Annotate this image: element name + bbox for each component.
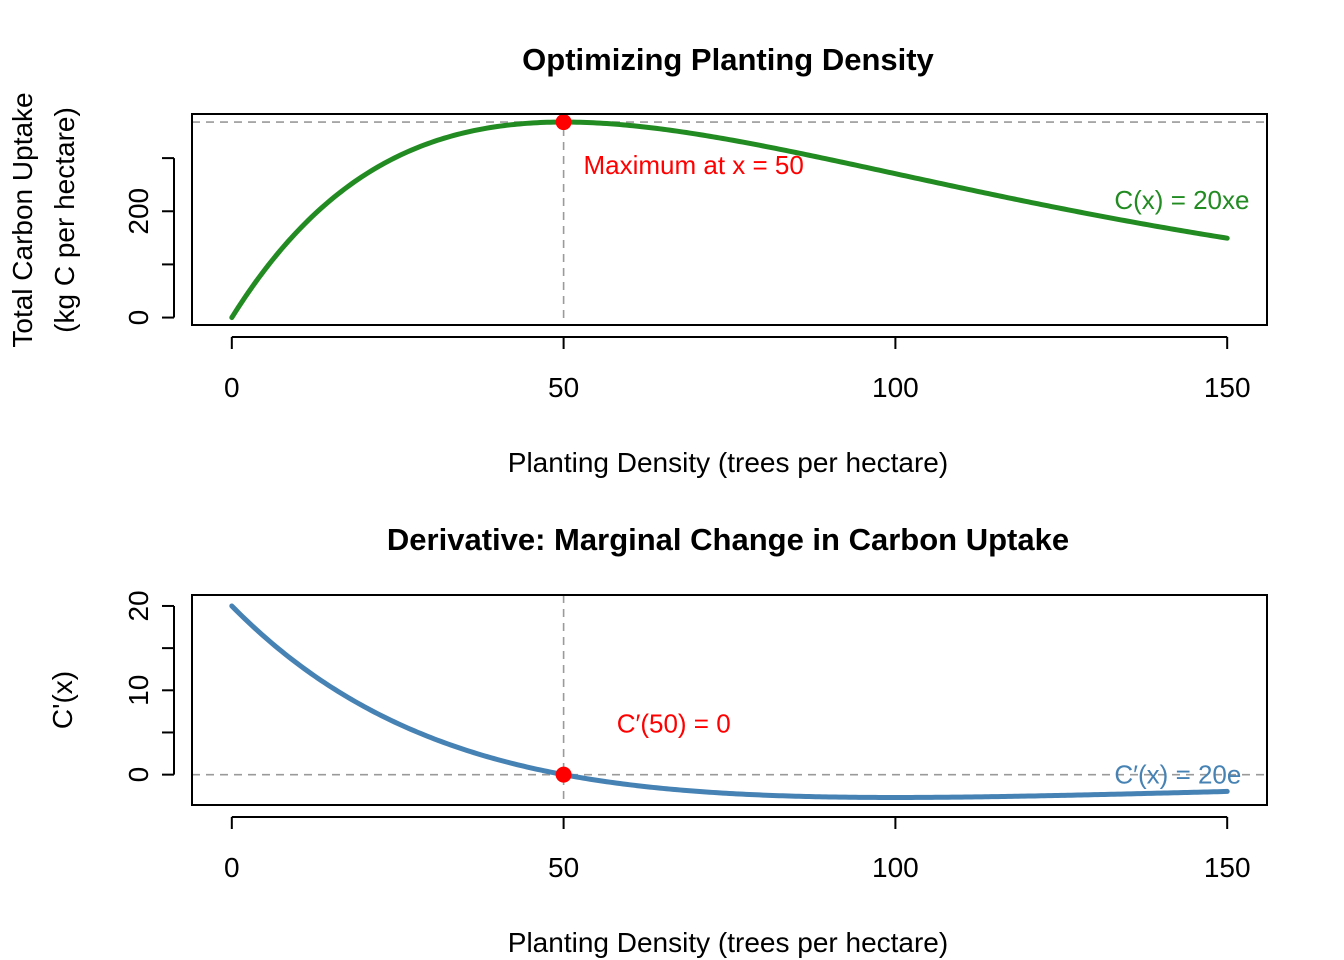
panel-top: Optimizing Planting Density Maximum at x… xyxy=(7,42,1268,478)
x-tick-label: 150 xyxy=(1204,852,1251,883)
y-axis-label-top-line1: Total Carbon Uptake xyxy=(7,92,38,347)
y-axis-label-bottom: C'(x) xyxy=(47,671,78,729)
formula-label: C(x) = 20xe xyxy=(1114,185,1249,215)
annotation-text: Maximum at x = 50 xyxy=(584,150,804,180)
highlight-point xyxy=(555,114,572,131)
y-tick-label: 0 xyxy=(123,767,154,783)
plot-area-bottom: C′(50) = 0 C′(x) = 20e 0 50 100 150 0 10 20 xyxy=(123,590,1268,883)
x-axis-label-top: Planting Density (trees per hectare) xyxy=(508,447,948,478)
annotation-text: C′(50) = 0 xyxy=(617,708,731,738)
x-tick-label: 100 xyxy=(872,852,919,883)
y-tick-label: 0 xyxy=(123,310,154,326)
x-tick-label: 50 xyxy=(548,372,579,403)
highlight-point xyxy=(555,766,572,783)
series-line xyxy=(229,603,1230,800)
y-axis-label-bottom-line1: C'(x) xyxy=(47,671,78,729)
y-tick-label: 10 xyxy=(123,675,154,706)
plot-frame xyxy=(191,113,1268,326)
x-tick-label: 100 xyxy=(872,372,919,403)
chart-title-bottom: Derivative: Marginal Change in Carbon Up… xyxy=(387,522,1069,557)
y-tick-label: 200 xyxy=(123,188,154,235)
x-tick-label: 50 xyxy=(548,852,579,883)
x-tick-label: 0 xyxy=(224,372,240,403)
x-tick-label: 0 xyxy=(224,852,240,883)
series-line xyxy=(229,119,1230,321)
formula-label: C′(x) = 20e xyxy=(1114,760,1241,790)
y-axis-label-top-line2: (kg C per hectare) xyxy=(49,107,80,333)
plot-frame xyxy=(191,594,1268,806)
y-axis-label-top: Total Carbon Uptake (kg C per hectare) xyxy=(7,92,80,347)
chart-title-top: Optimizing Planting Density xyxy=(522,42,934,77)
panel-bottom: Derivative: Marginal Change in Carbon Up… xyxy=(47,522,1268,958)
y-tick-label: 20 xyxy=(123,590,154,621)
x-tick-label: 150 xyxy=(1204,372,1251,403)
plot-area-top: Maximum at x = 50 C(x) = 20xe 0 50 100 150 0 20… xyxy=(123,113,1268,403)
x-axis-label-bottom: Planting Density (trees per hectare) xyxy=(508,927,948,958)
